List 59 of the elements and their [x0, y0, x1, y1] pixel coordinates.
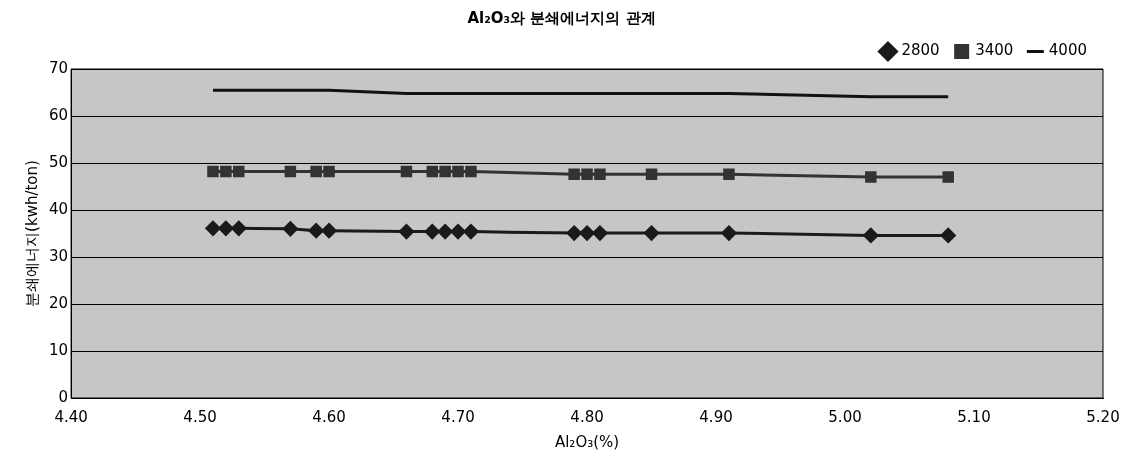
- point: [863, 227, 879, 243]
- point: [592, 225, 608, 241]
- y-tick-label: 50: [48, 152, 69, 171]
- point: [231, 220, 247, 236]
- point: [282, 221, 298, 237]
- point: [424, 224, 440, 240]
- point: [400, 165, 413, 178]
- point: [942, 171, 954, 183]
- point: [284, 165, 297, 178]
- x-tick-label: 4.60: [312, 407, 346, 426]
- point: [205, 220, 221, 236]
- x-tick-label: 4.80: [570, 407, 604, 426]
- point: [463, 224, 479, 240]
- legend-label: 2800: [901, 41, 940, 60]
- point: [721, 225, 737, 241]
- y-tick-label: 60: [48, 105, 69, 124]
- point: [594, 168, 606, 181]
- legend-label: 4000: [1048, 41, 1088, 60]
- point: [308, 223, 324, 239]
- x-tick-label: 4.50: [183, 407, 217, 426]
- point: [645, 168, 658, 181]
- y-tick-label: 20: [48, 293, 69, 312]
- x-tick-label: 5.10: [957, 407, 991, 426]
- x-tick-label: 4.90: [699, 407, 733, 426]
- y-axis-title: 분쇄에너지(kwh/ton): [22, 160, 41, 307]
- point: [723, 168, 735, 181]
- point: [465, 165, 477, 178]
- point: [581, 168, 593, 181]
- y-tick-label: 30: [48, 246, 69, 265]
- point: [644, 225, 660, 241]
- point: [398, 224, 414, 240]
- point: [439, 165, 451, 178]
- y-tick-label: 40: [48, 199, 69, 218]
- y-tick-label: 10: [48, 340, 69, 359]
- x-tick-label: 4.70: [441, 407, 475, 426]
- point: [220, 165, 232, 178]
- point: [940, 227, 956, 243]
- point: [426, 165, 438, 178]
- point: [452, 165, 464, 178]
- y-tick-label: 0: [58, 387, 69, 406]
- point: [218, 220, 234, 236]
- point: [310, 165, 322, 178]
- point: [321, 223, 337, 239]
- x-axis-title: Al₂O₃(%): [554, 432, 620, 451]
- x-tick-label: 4.40: [54, 407, 88, 426]
- chart-title: Al₂O₃와 분쇄에너지의 관계: [467, 8, 656, 27]
- point: [450, 224, 466, 240]
- point: [437, 224, 453, 240]
- point: [566, 225, 582, 241]
- point: [233, 165, 245, 178]
- point: [207, 165, 219, 178]
- y-tick-label: 70: [48, 58, 69, 77]
- point: [865, 171, 877, 183]
- point: [568, 168, 580, 181]
- point: [323, 165, 335, 178]
- legend-label: 3400: [975, 41, 1014, 60]
- point: [579, 225, 595, 241]
- x-tick-label: 5.00: [828, 407, 862, 426]
- x-tick-label: 5.20: [1086, 407, 1120, 426]
